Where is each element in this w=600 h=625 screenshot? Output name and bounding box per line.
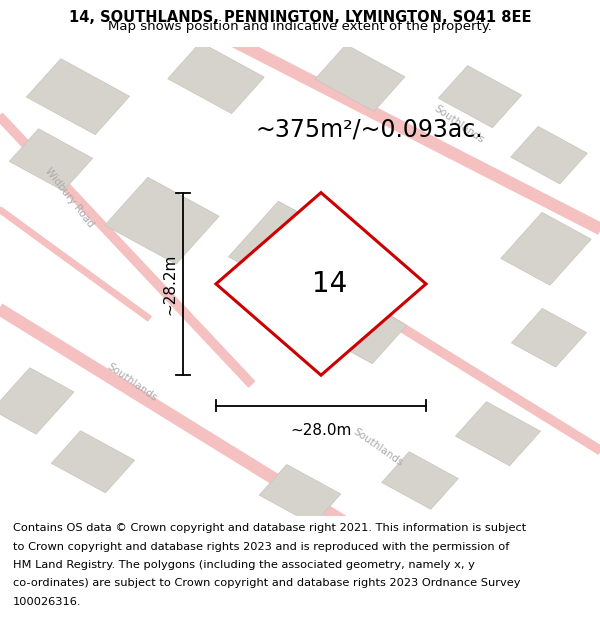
Polygon shape — [511, 308, 587, 367]
Text: Southlands: Southlands — [432, 104, 486, 146]
Text: Southlands: Southlands — [351, 427, 405, 469]
Text: 100026316.: 100026316. — [13, 597, 82, 607]
Text: co-ordinates) are subject to Crown copyright and database rights 2023 Ordnance S: co-ordinates) are subject to Crown copyr… — [13, 578, 521, 588]
Polygon shape — [455, 402, 541, 466]
Polygon shape — [52, 431, 134, 493]
Text: 14, SOUTHLANDS, PENNINGTON, LYMINGTON, SO41 8EE: 14, SOUTHLANDS, PENNINGTON, LYMINGTON, S… — [69, 11, 531, 26]
Polygon shape — [439, 66, 521, 128]
Polygon shape — [229, 201, 359, 301]
Text: ~28.0m: ~28.0m — [290, 423, 352, 438]
Polygon shape — [382, 452, 458, 509]
Text: Contains OS data © Crown copyright and database right 2021. This information is : Contains OS data © Crown copyright and d… — [13, 523, 526, 533]
Text: to Crown copyright and database rights 2023 and is reproduced with the permissio: to Crown copyright and database rights 2… — [13, 542, 509, 552]
Polygon shape — [216, 192, 426, 375]
Text: Map shows position and indicative extent of the property.: Map shows position and indicative extent… — [108, 20, 492, 33]
Text: 14: 14 — [313, 270, 347, 298]
Polygon shape — [0, 368, 74, 434]
Text: Widbury Road: Widbury Road — [43, 166, 95, 229]
Polygon shape — [259, 464, 341, 524]
Polygon shape — [501, 213, 591, 285]
Text: Southlands: Southlands — [105, 361, 159, 403]
Polygon shape — [168, 42, 264, 114]
Polygon shape — [313, 293, 407, 364]
Text: HM Land Registry. The polygons (including the associated geometry, namely x, y: HM Land Registry. The polygons (includin… — [13, 560, 475, 570]
Text: ~28.2m: ~28.2m — [162, 253, 178, 314]
Polygon shape — [511, 126, 587, 184]
Polygon shape — [105, 177, 219, 264]
Text: ~375m²/~0.093ac.: ~375m²/~0.093ac. — [255, 118, 482, 141]
Polygon shape — [315, 44, 405, 111]
Polygon shape — [10, 129, 92, 191]
Polygon shape — [26, 59, 130, 134]
